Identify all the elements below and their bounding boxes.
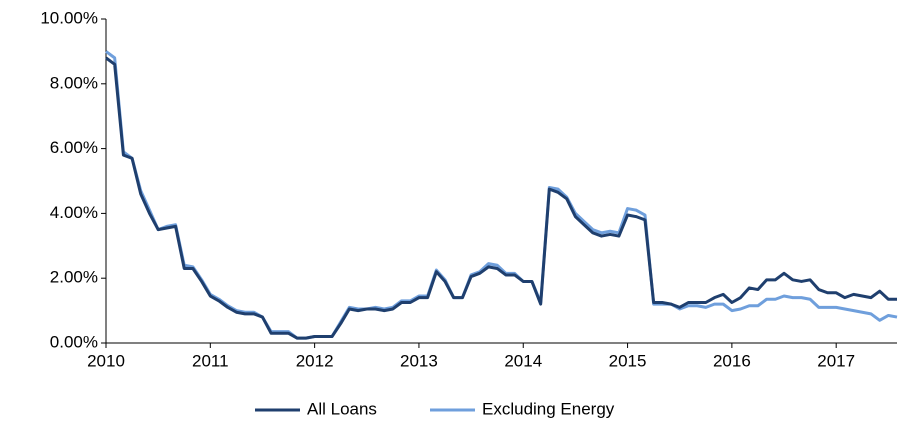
- y-tick-label: 8.00%: [50, 73, 98, 92]
- legend-label: Excluding Energy: [482, 399, 615, 418]
- line-series: [105, 50, 898, 340]
- x-tick-label: 2012: [296, 351, 334, 370]
- y-tick-label: 0.00%: [50, 332, 98, 351]
- x-tick-label: 2011: [192, 351, 229, 370]
- line-series: [105, 56, 897, 340]
- x-tick-label: 2013: [400, 351, 438, 370]
- x-tick-label: 2010: [87, 351, 125, 370]
- y-tick-label: 4.00%: [50, 203, 98, 222]
- x-tick-label: 2016: [713, 351, 751, 370]
- x-tick-label: 2014: [504, 351, 542, 370]
- x-tick-label: 2017: [817, 351, 855, 370]
- legend-label: All Loans: [307, 399, 377, 418]
- y-tick-label: 10.00%: [40, 8, 98, 27]
- y-tick-label: 2.00%: [50, 268, 98, 287]
- y-tick-label: 6.00%: [50, 138, 98, 157]
- x-tick-label: 2015: [609, 351, 647, 370]
